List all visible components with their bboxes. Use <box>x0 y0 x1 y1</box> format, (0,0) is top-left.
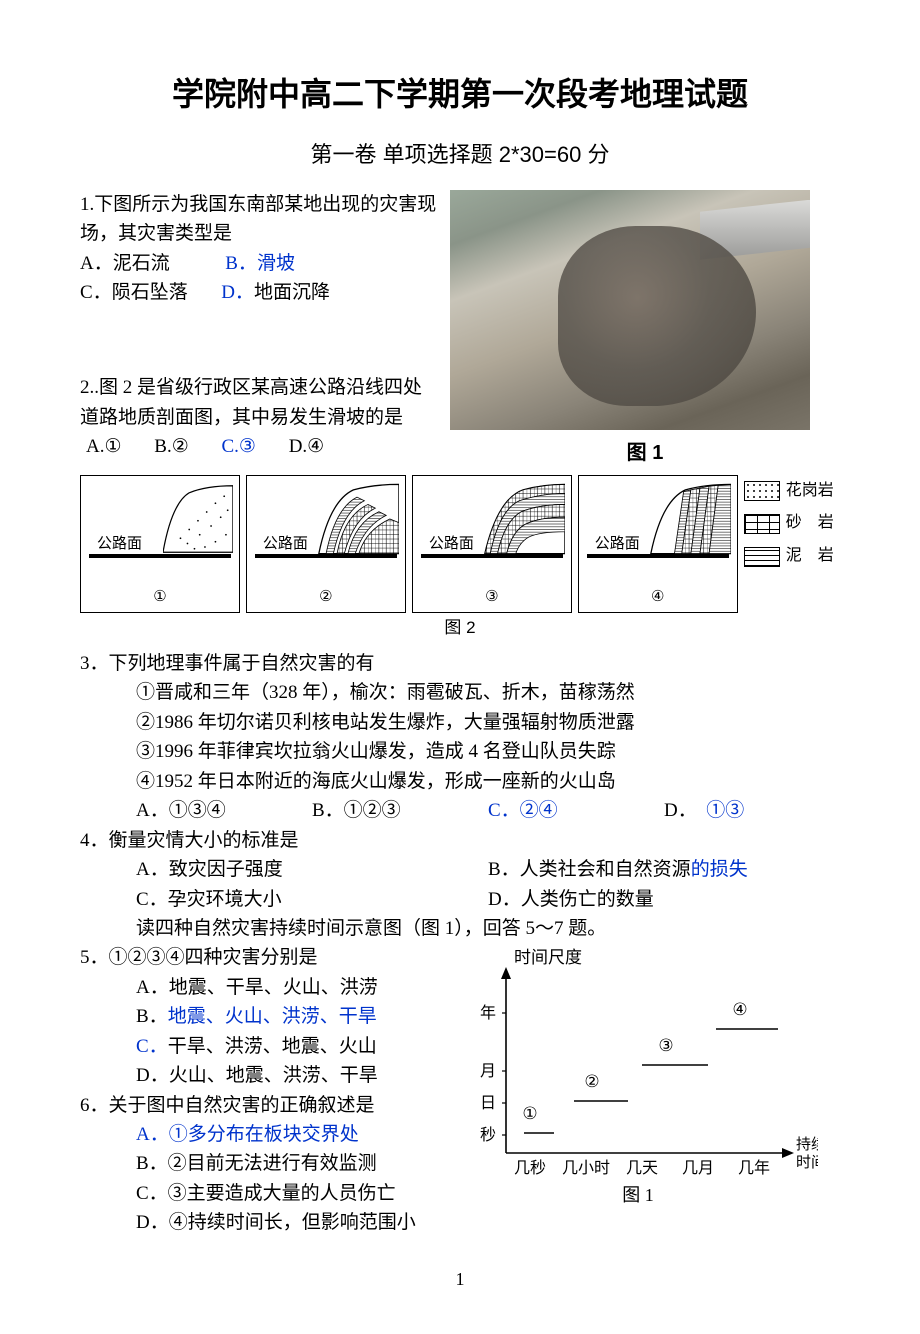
section-num-4: ④ <box>651 586 664 609</box>
q3-opt-c: C．②④ <box>488 796 664 825</box>
q1-stem-line2: 场，其灾害类型是 <box>80 219 450 248</box>
svg-text:几秒: 几秒 <box>514 1159 546 1177</box>
q2-opt-b: B.② <box>154 432 188 461</box>
svg-text:时间尺度: 时间尺度 <box>514 948 582 967</box>
q5-opt-c-label: C． <box>136 1036 168 1057</box>
legend-sandstone: 砂 岩 <box>786 511 834 536</box>
q5-stem: 5．①②③④四种灾害分别是 <box>80 943 450 972</box>
duration-chart: 时间尺度秒日月 年几秒几小时几天 几月 几年 持续时间 ① ② ③ ④ 图 1 <box>458 943 818 1213</box>
section-subtitle: 第一卷 单项选择题 2*30=60 分 <box>80 138 840 172</box>
cross-section-3: 公路面 ③ <box>412 475 572 613</box>
q4-opt-b-pre: B．人类社会和自然资源 <box>488 859 691 880</box>
figure1-caption: 图 1 <box>450 438 840 469</box>
q2-opt-d: D.④ <box>289 432 325 461</box>
q6-stem: 6．关于图中自然灾害的正确叙述是 <box>80 1091 450 1120</box>
q5-opt-c: 干旱、洪涝、地震、火山 <box>168 1036 377 1057</box>
q6-opt-b: B．②目前无法进行有效监测 <box>80 1149 450 1178</box>
legend-swatch-mudstone <box>744 547 780 567</box>
road-label-2: 公路面 <box>263 532 308 555</box>
q3-opt-d: ①③ <box>706 800 744 821</box>
q5-opt-b-label: B． <box>136 1006 168 1027</box>
page-title: 学院附中高二下学期第一次段考地理试题 <box>80 70 840 120</box>
road-label-1: 公路面 <box>97 532 142 555</box>
q5-opt-d: D．火山、地震、洪涝、干旱 <box>80 1061 450 1090</box>
q1-opt-a-label: A． <box>80 253 113 274</box>
svg-text:日: 日 <box>480 1095 496 1112</box>
figure2-caption: 图 2 <box>80 615 840 641</box>
road-label-4: 公路面 <box>595 532 640 555</box>
landslide-photo <box>450 190 810 430</box>
q2-stem-line2: 道路地质剖面图，其中易发生滑坡的是 <box>80 403 450 432</box>
q2-stem-line1: 2..图 2 是省级行政区某高速公路沿线四处 <box>80 373 450 402</box>
q4-opt-c: C．孕灾环境大小 <box>136 885 488 914</box>
q3-stem: 3．下列地理事件属于自然灾害的有 <box>80 649 840 678</box>
q3-sub4: ④1952 年日本附近的海底火山爆发，形成一座新的火山岛 <box>80 767 840 796</box>
svg-text:年: 年 <box>480 1004 496 1022</box>
legend-mudstone: 泥 岩 <box>786 544 834 569</box>
q3-sub2: ②1986 年切尔诺贝利核电站发生爆炸，大量强辐射物质泄露 <box>80 708 840 737</box>
q1-opt-a: 泥石流 <box>113 253 170 274</box>
legend-swatch-granite <box>744 481 780 501</box>
q3-opt-b: B．①②③ <box>312 796 488 825</box>
cross-section-2: 公路面 ② <box>246 475 406 613</box>
q2-opt-a: A.① <box>86 432 122 461</box>
q1-opt-c-label: C． <box>80 282 112 303</box>
q5-opt-a: A．地震、干旱、火山、洪涝 <box>80 973 450 1002</box>
road-label-3: 公路面 <box>429 532 474 555</box>
cross-section-4: 公路面 ④ <box>578 475 738 613</box>
legend-granite: 花岗岩 <box>786 479 834 504</box>
section-num-2: ② <box>319 586 332 609</box>
legend-swatch-sandstone <box>744 514 780 534</box>
q4-opt-d: D．人类伤亡的数量 <box>488 885 840 914</box>
q2-opt-c: C.③ <box>221 432 255 461</box>
svg-text:秒: 秒 <box>480 1126 496 1144</box>
page-number: 1 <box>80 1266 840 1294</box>
q1-opt-b: 滑坡 <box>257 253 295 274</box>
svg-text:几年: 几年 <box>738 1159 770 1177</box>
legend: 花岗岩 砂 岩 泥 岩 <box>744 475 840 577</box>
q6-opt-d: D．④持续时间长，但影响范围小 <box>80 1208 450 1237</box>
q1-opt-d-label: D． <box>221 282 254 303</box>
section-num-1: ① <box>153 586 166 609</box>
q3-sub1: ①晋咸和三年（328 年），榆次：雨雹破瓦、折木，苗稼荡然 <box>80 678 840 707</box>
svg-text:图 1: 图 1 <box>622 1185 654 1205</box>
svg-text:④: ④ <box>732 1000 747 1019</box>
svg-text:几小时: 几小时 <box>562 1159 610 1177</box>
svg-text:②: ② <box>584 1072 599 1091</box>
q4-opt-b-blue: 的损失 <box>691 859 748 880</box>
q6-opt-c: C．③主要造成大量的人员伤亡 <box>80 1179 450 1208</box>
svg-text:时间: 时间 <box>796 1154 818 1171</box>
q1-opt-c: 陨石坠落 <box>112 282 188 303</box>
q1-opt-b-label: B． <box>225 253 257 274</box>
svg-text:几天: 几天 <box>626 1160 658 1177</box>
cross-section-1: 公路面 ① <box>80 475 240 613</box>
q1-stem-line1: 1.下图所示为我国东南部某地出现的灾害现 <box>80 190 450 219</box>
svg-text:①: ① <box>522 1104 537 1123</box>
q4-stem: 4．衡量灾情大小的标准是 <box>80 826 840 855</box>
q1-opt-d: 地面沉降 <box>254 282 330 303</box>
q3-opt-d-label: D． <box>664 800 697 821</box>
svg-text:持续: 持续 <box>796 1136 818 1153</box>
svg-text:月: 月 <box>480 1063 496 1080</box>
q3-opt-a: A．①③④ <box>136 796 312 825</box>
q4-opt-a: A．致灾因子强度 <box>136 855 488 884</box>
q4-note: 读四种自然灾害持续时间示意图（图 1），回答 5～7 题。 <box>80 914 840 943</box>
svg-text:几月: 几月 <box>682 1160 714 1177</box>
q6-opt-a-label: A． <box>136 1124 169 1145</box>
q3-sub3: ③1996 年菲律宾坎拉翁火山爆发，造成 4 名登山队员失踪 <box>80 737 840 766</box>
cross-section-row: 公路面 ① 公路面 <box>80 475 840 613</box>
section-num-3: ③ <box>485 586 498 609</box>
q6-opt-a: ①多分布在板块交界处 <box>169 1124 359 1145</box>
svg-text:③: ③ <box>658 1036 673 1055</box>
q5-opt-b: 地震、火山、洪涝、干旱 <box>168 1006 377 1027</box>
